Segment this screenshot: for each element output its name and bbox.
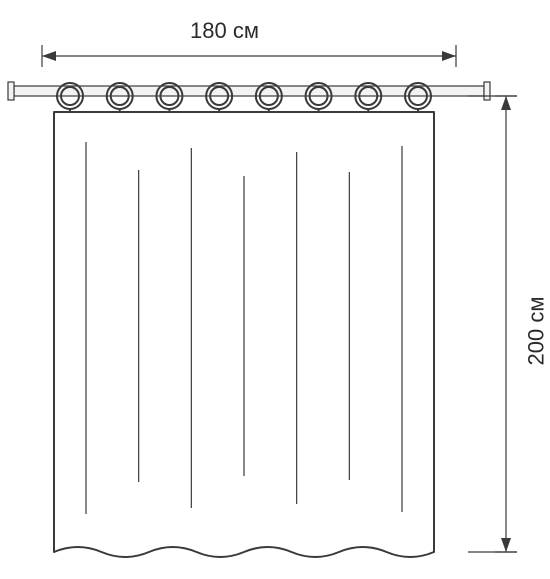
curtain-dimension-diagram: 180 см 200 см [0, 0, 550, 579]
dim-right-arrow-top [501, 96, 511, 110]
dimension-height-label: 200 см [523, 297, 549, 366]
rod-endcap-left [8, 82, 14, 100]
diagram-svg [0, 0, 550, 579]
dim-top-arrow-right [442, 51, 456, 61]
dim-top-arrow-left [42, 51, 56, 61]
dim-right-arrow-bottom [501, 538, 511, 552]
dimension-width-label: 180 см [190, 18, 259, 44]
rod-endcap-right [484, 82, 490, 100]
